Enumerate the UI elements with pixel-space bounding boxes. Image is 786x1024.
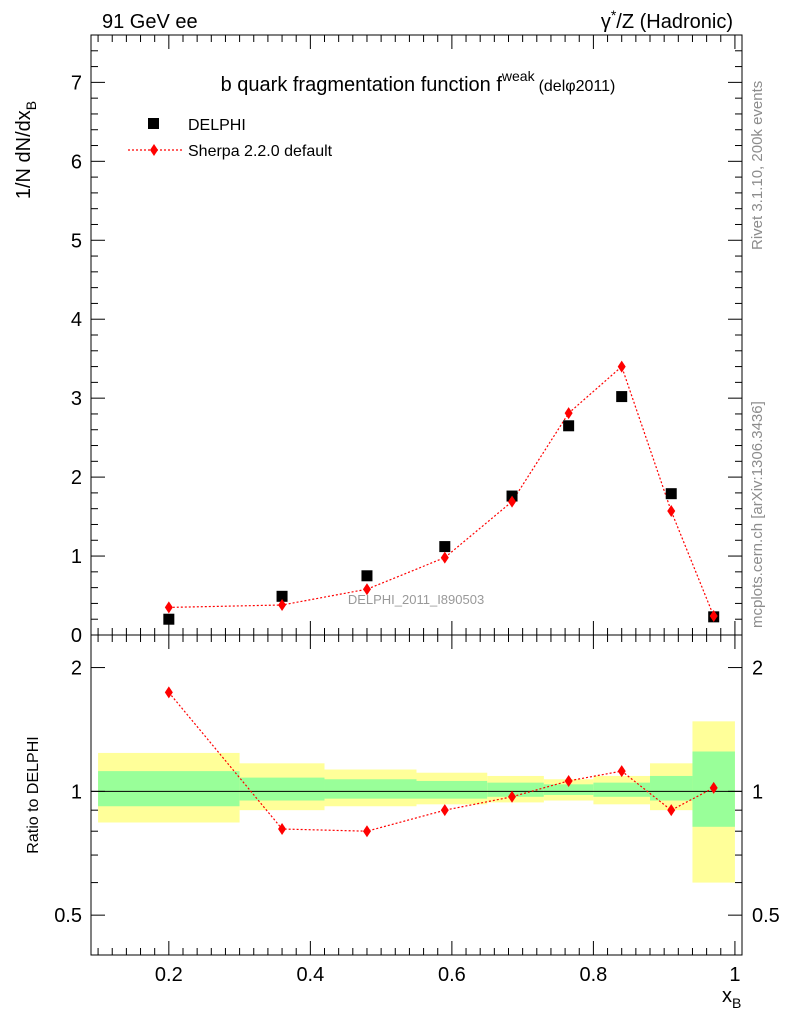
main-plot-series <box>163 360 720 625</box>
ratio-plot-series <box>164 686 718 838</box>
ratio-point <box>564 774 573 787</box>
main-plot-ticks: 0 1 2 3 4 5 6 7 <box>71 34 742 647</box>
ratio-point <box>667 804 676 817</box>
ratio-bands <box>98 721 735 883</box>
y-tick-label: 0 <box>71 625 82 647</box>
x-tick-label: 1 <box>729 964 740 986</box>
mc-point <box>667 505 676 518</box>
y-tick-label: 3 <box>71 388 82 410</box>
ratio-point <box>164 686 173 699</box>
ratio-y-tick-label-right: 0.5 <box>752 905 780 927</box>
ratio-band-inner <box>487 782 544 797</box>
rivet-label: Rivet 3.1.10, 200k events <box>749 81 766 250</box>
plot-title-sup: weak <box>501 68 536 84</box>
ratio-plot-ticks: 0.2 0.4 0.6 0.8 1 0.5 0.5 1 1 2 2 <box>54 635 780 986</box>
ratio-plot: 0.2 0.4 0.6 0.8 1 0.5 0.5 1 1 2 2 <box>54 634 780 986</box>
ratio-plot-frame <box>90 634 743 956</box>
x-axis-label: xB <box>722 985 741 1011</box>
y-tick-label: 6 <box>71 151 82 173</box>
x-tick-label: 0.4 <box>296 964 324 986</box>
ratio-band-inner <box>650 775 693 801</box>
x-tick-label: 0.6 <box>438 964 466 986</box>
mc-point <box>164 601 173 614</box>
plot-title-main: b quark fragmentation function f <box>221 74 503 96</box>
header-left: 91 GeV ee <box>102 11 198 33</box>
legend-label-mc: Sherpa 2.2.0 default <box>188 143 333 160</box>
ratio-point <box>278 822 287 835</box>
y-tick-label: 5 <box>71 230 82 252</box>
ratio-point <box>508 790 517 803</box>
y-tick-label: 4 <box>71 309 82 331</box>
mc-point <box>278 599 287 611</box>
mc-point <box>709 610 718 623</box>
x-tick-label: 0.8 <box>579 964 607 986</box>
header-right: γ*/Z (Hadronic) <box>601 7 733 33</box>
main-ylabel: 1/N dN/dxB <box>13 101 39 199</box>
data-point <box>563 420 575 432</box>
ratio-point <box>440 804 449 817</box>
data-point <box>665 488 677 500</box>
ratio-y-tick-label: 0.5 <box>54 905 82 927</box>
data-point <box>361 570 373 582</box>
ratio-band-inner <box>593 782 651 797</box>
data-point <box>616 391 628 403</box>
legend: DELPHI Sherpa 2.2.0 default <box>128 117 333 160</box>
ratio-band-inner <box>543 784 594 795</box>
data-point <box>439 541 451 553</box>
ratio-point <box>709 781 718 794</box>
plot-title-tag: (delφ2011) <box>539 78 616 95</box>
mcplots-label: mcplots.cern.ch [arXiv:1306.3436] <box>749 401 766 628</box>
watermark: DELPHI_2011_I890503 <box>348 592 484 607</box>
plot-title: b quark fragmentation function fweak(del… <box>221 68 616 96</box>
svg-text:b quark fragmentation function: b quark fragmentation function fweak(del… <box>221 68 616 96</box>
mc-point <box>440 551 449 564</box>
mc-point <box>617 360 626 373</box>
ratio-ylabel: Ratio to DELPHI <box>25 736 42 853</box>
ratio-y-tick-label-right: 1 <box>752 781 763 803</box>
legend-label-data: DELPHI <box>188 117 246 134</box>
data-point <box>163 613 175 625</box>
mc-point <box>564 407 573 420</box>
ratio-band-inner <box>324 779 417 799</box>
ratio-y-tick-label-right: 2 <box>752 658 763 680</box>
ratio-y-tick-label: 1 <box>71 781 82 803</box>
ratio-point <box>362 825 371 838</box>
ratio-band-inner <box>416 780 488 799</box>
main-plot: 0 1 2 3 4 5 6 7 DELPHI_2011_I890503 b quark fra… <box>71 34 743 647</box>
mc-point <box>362 583 371 596</box>
legend-marker-mc <box>150 144 158 156</box>
x-tick-label: 0.2 <box>155 964 183 986</box>
ratio-line <box>168 692 714 832</box>
data-point <box>276 590 288 602</box>
y-tick-label: 1 <box>71 546 82 568</box>
ratio-point <box>617 765 626 778</box>
y-tick-label: 2 <box>71 467 82 489</box>
ratio-y-tick-label: 2 <box>71 658 82 680</box>
legend-marker-data <box>148 118 159 129</box>
mc-line <box>168 365 715 617</box>
y-tick-label: 7 <box>71 72 82 94</box>
ratio-band-inner <box>239 777 325 801</box>
ratio-band-inner <box>98 771 240 807</box>
mc-point <box>508 495 517 508</box>
